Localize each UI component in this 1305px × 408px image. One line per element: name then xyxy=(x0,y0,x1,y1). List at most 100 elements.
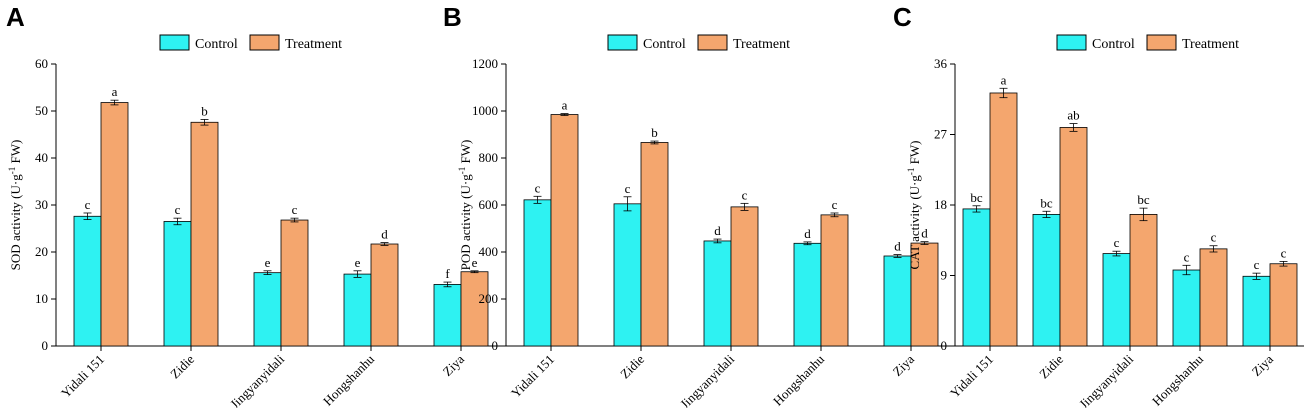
significance-letter: b xyxy=(201,103,208,118)
y-axis-title: CAT activity (U·g-1 FW) xyxy=(906,141,922,270)
significance-letter: c xyxy=(1254,257,1260,272)
panel-letter: C xyxy=(893,2,912,32)
significance-letter: c xyxy=(535,180,541,195)
bar-control xyxy=(962,208,991,347)
bar-control xyxy=(793,242,822,347)
bar-control xyxy=(1102,253,1131,347)
x-tick-label: Yidali 151 xyxy=(508,352,557,401)
x-tick-label: Ziya xyxy=(440,351,468,379)
y-tick-label: 0 xyxy=(42,338,49,353)
y-tick-label: 50 xyxy=(35,103,48,118)
significance-letter: d xyxy=(381,227,388,242)
y-tick-label: 400 xyxy=(479,244,499,259)
legend: Control Treatment xyxy=(159,34,342,52)
legend-swatch-treatment xyxy=(697,34,728,51)
significance-letter: a xyxy=(562,98,568,113)
significance-letter: bc xyxy=(1040,195,1053,210)
x-tick-label: Hongshanhu xyxy=(320,351,377,408)
bar-treatment xyxy=(640,142,669,347)
x-tick-label: Ziya xyxy=(890,351,918,379)
significance-letter: b xyxy=(651,125,658,140)
bar-control xyxy=(433,284,462,347)
y-tick-label: 60 xyxy=(35,56,48,71)
bar-control xyxy=(73,215,102,347)
bar-treatment xyxy=(989,92,1018,347)
x-tick-label: Hongshanhu xyxy=(1149,351,1206,408)
bar-control xyxy=(253,272,282,347)
significance-letter: c xyxy=(1114,235,1120,250)
y-tick-label: 0 xyxy=(941,338,948,353)
legend-label-control: Control xyxy=(643,37,686,52)
legend: Control Treatment xyxy=(607,34,790,52)
bar-treatment xyxy=(460,271,489,347)
y-tick-label: 40 xyxy=(35,150,48,165)
legend-swatch-control xyxy=(607,34,638,51)
significance-letter: c xyxy=(175,202,181,217)
significance-letter: c xyxy=(742,187,748,202)
significance-letter: e xyxy=(355,255,361,270)
legend-swatch-control xyxy=(159,34,190,51)
y-tick-label: 27 xyxy=(934,127,948,142)
bar-treatment xyxy=(190,121,219,347)
y-tick-label: 36 xyxy=(934,56,948,71)
bar-control xyxy=(1172,269,1201,347)
bar-control xyxy=(523,199,552,347)
x-tick-label: Zidie xyxy=(167,351,197,381)
chart-panel-A: A Control Treatment 0 10 20 30 40 50 60 SOD activi… xyxy=(6,2,505,408)
x-tick-label: Jingyanyidali xyxy=(1076,351,1136,408)
significance-letter: d xyxy=(894,239,901,254)
bar-treatment xyxy=(1269,263,1298,347)
x-tick-label: Yidali 151 xyxy=(58,352,107,401)
y-axis-title: POD activity (U·g-1 FW) xyxy=(457,140,473,271)
bar-treatment xyxy=(1199,248,1228,347)
significance-letter: d xyxy=(714,223,721,238)
y-tick-label: 0 xyxy=(492,338,499,353)
bar-treatment xyxy=(550,114,579,347)
significance-letter: a xyxy=(112,84,118,99)
significance-letter: c xyxy=(292,202,298,217)
y-tick-label: 30 xyxy=(35,197,48,212)
y-tick-label: 18 xyxy=(934,197,947,212)
significance-letter: d xyxy=(921,226,928,241)
bar-control xyxy=(703,240,732,347)
significance-letter: c xyxy=(625,181,631,196)
x-tick-label: Zidie xyxy=(617,351,647,381)
bar-treatment xyxy=(1059,127,1088,347)
significance-letter: bc xyxy=(1137,192,1150,207)
legend-swatch-treatment xyxy=(249,34,280,51)
x-tick-label: Yidali 151 xyxy=(947,352,996,401)
x-tick-label: Hongshanhu xyxy=(770,351,827,408)
significance-letter: a xyxy=(1001,72,1007,87)
significance-letter: bc xyxy=(970,190,983,205)
y-tick-label: 1200 xyxy=(472,56,498,71)
panel-letter: B xyxy=(443,2,462,32)
significance-letter: c xyxy=(1211,230,1217,245)
y-tick-label: 9 xyxy=(941,268,948,283)
bar-treatment xyxy=(370,243,399,347)
legend: Control Treatment xyxy=(1056,34,1239,52)
x-tick-label: Jingyanyidali xyxy=(227,351,287,408)
bar-treatment xyxy=(1129,213,1158,347)
legend-swatch-control xyxy=(1056,34,1087,51)
bar-control xyxy=(1032,213,1061,347)
y-tick-label: 800 xyxy=(479,150,499,165)
x-tick-label: Ziya xyxy=(1249,351,1277,379)
significance-letter: c xyxy=(85,197,91,212)
y-tick-label: 10 xyxy=(35,291,48,306)
significance-letter: c xyxy=(1184,249,1190,264)
bar-control xyxy=(1242,275,1271,347)
significance-letter: c xyxy=(832,197,838,212)
bar-treatment xyxy=(100,102,129,347)
significance-letter: f xyxy=(445,266,450,281)
significance-letter: e xyxy=(472,255,478,270)
x-tick-label: Jingyanyidali xyxy=(677,351,737,408)
legend-label-control: Control xyxy=(1092,37,1135,52)
y-axis-title: SOD activity (U·g-1 FW) xyxy=(7,140,23,271)
legend-label-treatment: Treatment xyxy=(733,37,790,52)
y-tick-label: 200 xyxy=(479,291,499,306)
chart-panel-B: B Control Treatment 0 200 400 600 800 1000 1200 PO… xyxy=(443,2,955,408)
bar-treatment xyxy=(730,206,759,347)
bar-control xyxy=(163,221,192,347)
legend-label-control: Control xyxy=(195,37,238,52)
